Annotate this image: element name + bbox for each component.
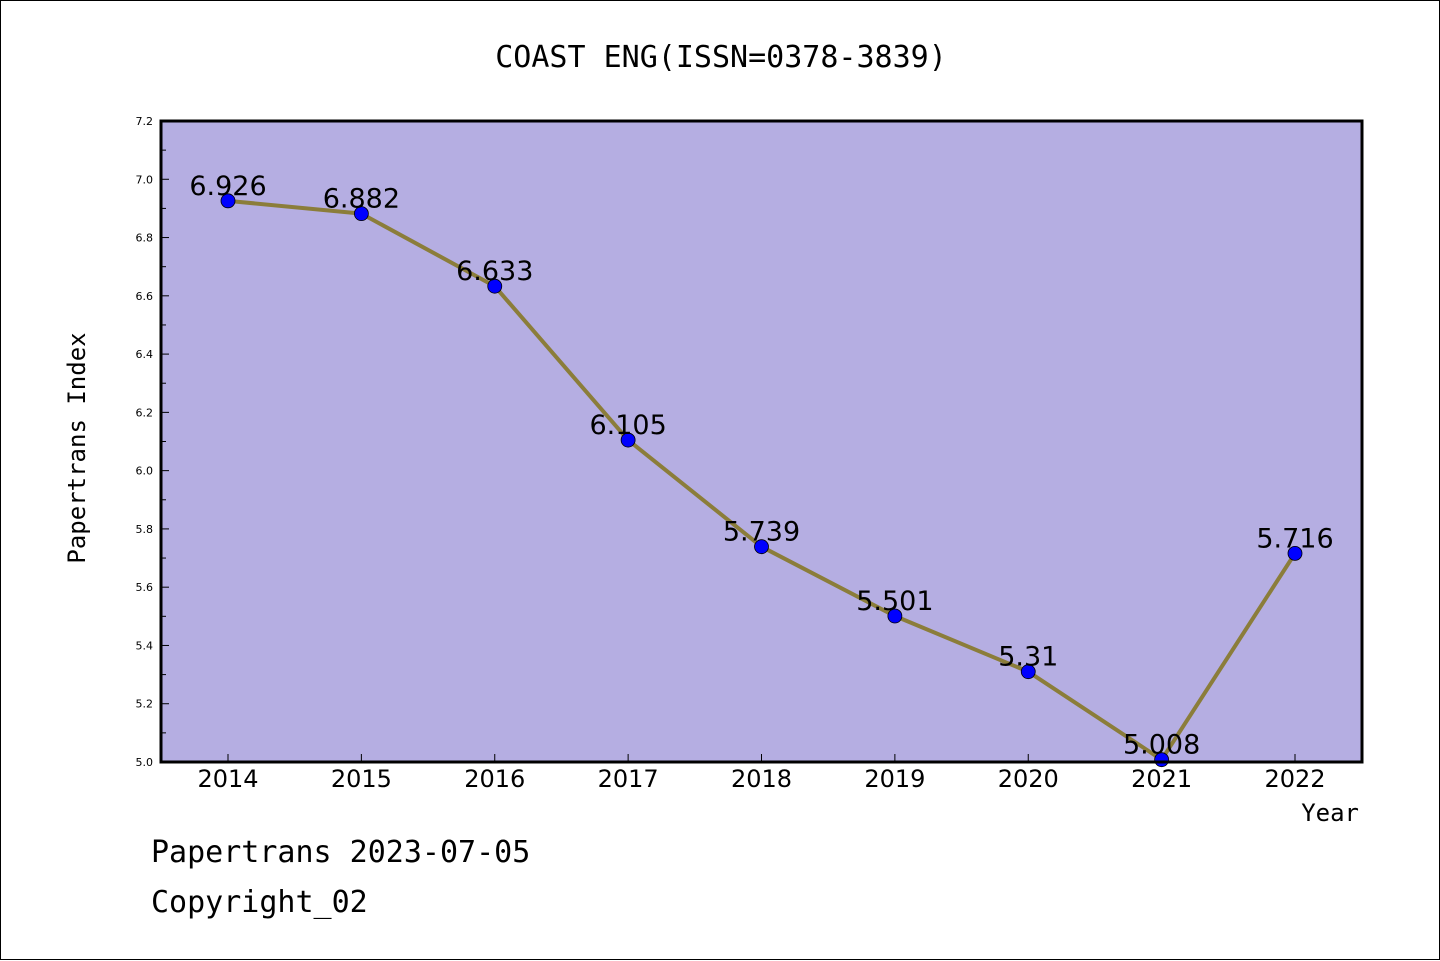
y-tick-label: 6.2	[136, 406, 154, 419]
plot-border	[159, 119, 1364, 764]
data-label: 6.633	[456, 256, 533, 287]
y-tick-label: 7.0	[136, 173, 154, 186]
data-point	[620, 432, 636, 448]
x-axis-ticks: 2014 2015 2016 2017 2018 2019 2020 2021 2022	[197, 754, 1326, 793]
x-tick-label: 2021	[1131, 765, 1192, 793]
data-point	[353, 206, 369, 222]
x-tick-label: 2022	[1264, 765, 1325, 793]
y-axis-ticks: 5.0 5.2 5.4 5.6 5.8 6.0 6.2 6.4 6.6 6.8 7.0 7.2	[136, 115, 169, 769]
data-label: 5.501	[856, 586, 933, 617]
data-label: 5.31	[998, 642, 1058, 673]
y-tick-label: 5.0	[136, 756, 154, 769]
footer-copyright: Copyright_02	[151, 885, 368, 920]
y-tick-label: 5.2	[136, 698, 154, 711]
y-tick-label: 6.0	[136, 465, 154, 478]
data-point	[1020, 664, 1036, 680]
y-tick-label: 7.2	[136, 115, 154, 128]
x-tick-label: 2020	[998, 765, 1059, 793]
data-point	[1287, 545, 1303, 561]
y-tick-label: 6.6	[136, 290, 154, 303]
y-tick-label: 6.8	[136, 232, 154, 245]
y-tick-label: 6.4	[136, 348, 154, 361]
data-point	[487, 278, 503, 294]
data-point	[887, 608, 903, 624]
series-markers	[220, 193, 1303, 768]
data-label: 5.008	[1123, 730, 1200, 761]
data-label: 5.716	[1256, 523, 1333, 554]
footer-date: Papertrans 2023-07-05	[151, 835, 531, 870]
y-tick-label: 5.6	[136, 581, 154, 594]
x-tick-label: 2015	[331, 765, 392, 793]
x-tick-label: 2017	[598, 765, 659, 793]
x-axis-label: Year	[1301, 799, 1359, 827]
data-labels: 6.926 6.882 6.633 6.105 5.739 5.501 5.31 5.008 5…	[189, 171, 1333, 761]
data-point	[220, 193, 236, 209]
chart-title: COAST ENG(ISSN=0378-3839)	[495, 40, 947, 75]
y-tick-label: 5.8	[136, 523, 154, 536]
x-tick-label: 2014	[197, 765, 258, 793]
x-tick-label: 2018	[731, 765, 792, 793]
data-label: 6.882	[323, 184, 400, 215]
x-tick-label: 2019	[864, 765, 925, 793]
data-label: 5.739	[723, 517, 800, 548]
data-point	[754, 539, 769, 555]
plot-area	[161, 121, 1362, 762]
y-tick-label: 5.4	[136, 639, 154, 652]
y-axis-label: Papertrans Index	[63, 332, 91, 563]
data-label: 6.926	[189, 171, 266, 202]
data-label: 6.105	[589, 410, 666, 441]
x-tick-label: 2016	[464, 765, 525, 793]
